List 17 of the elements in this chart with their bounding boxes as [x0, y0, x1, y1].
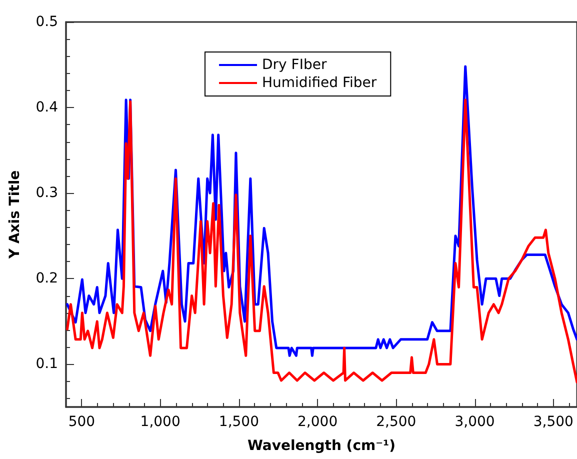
legend-label: Humidified Fiber — [262, 75, 377, 91]
x-tick-label: 2,500 — [376, 414, 416, 430]
legend-label: Dry FIber — [262, 57, 327, 73]
line-series — [66, 98, 577, 384]
y-tick-label: 0.5 — [36, 14, 58, 30]
y-tick-label: 0.2 — [36, 270, 58, 287]
y-axis-title: Y Axis Title — [7, 170, 23, 260]
x-tick-label: 2,000 — [298, 414, 338, 430]
x-tick-label: 1,000 — [140, 414, 180, 430]
x-tick-label: 1,500 — [218, 414, 259, 430]
x-tick-label: 3,000 — [454, 414, 495, 430]
y-tick-label: 0.4 — [36, 100, 58, 116]
x-tick-label: 3,500 — [533, 414, 574, 430]
x-tick-label: 500 — [68, 414, 96, 430]
y-tick-label: 0.3 — [36, 185, 58, 202]
y-tick-label: 0.1 — [36, 356, 58, 372]
x-axis-title: Wavelength (cm⁻¹) — [247, 438, 396, 454]
